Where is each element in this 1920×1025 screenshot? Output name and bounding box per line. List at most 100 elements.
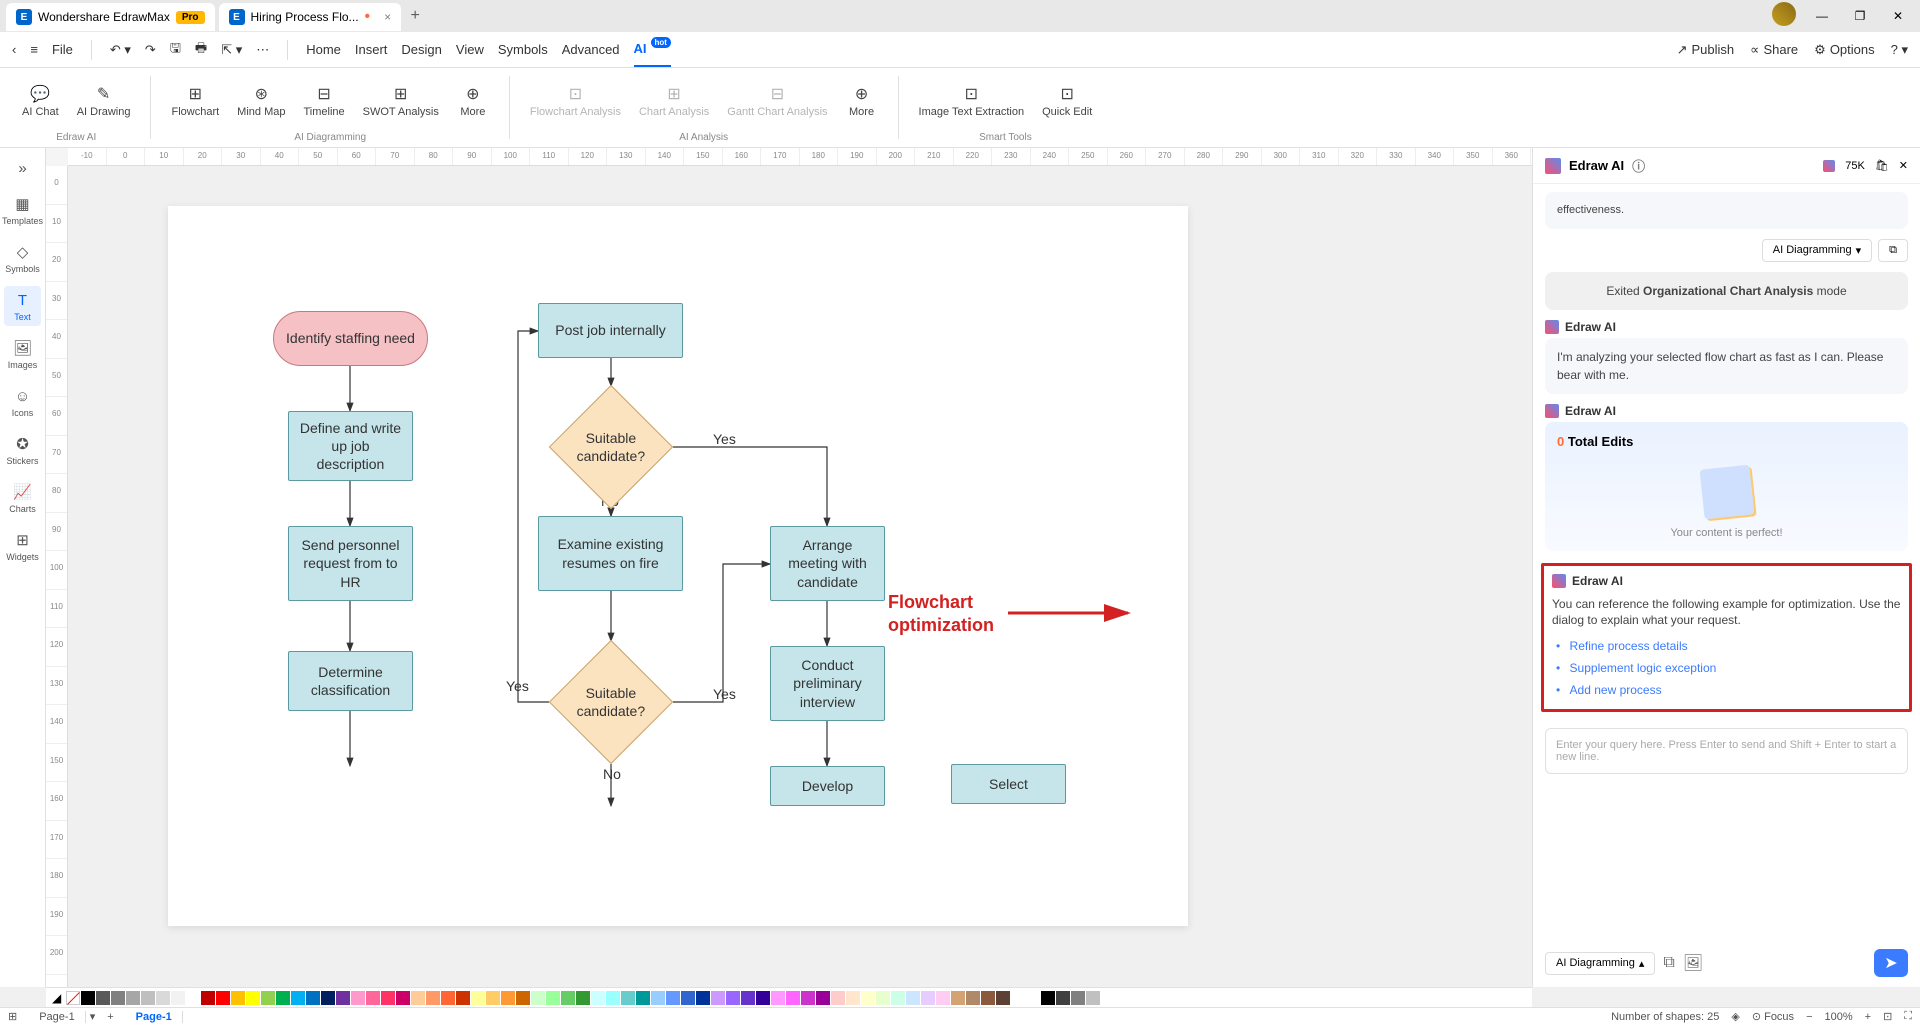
color-swatch[interactable] — [711, 991, 725, 1005]
flowchart-analysis-button[interactable]: ⊡Flowchart Analysis — [524, 72, 627, 130]
layers-icon[interactable]: ◈ — [1731, 1010, 1739, 1023]
sidebar-item-charts[interactable]: 📈Charts — [0, 478, 45, 518]
flowchart-process[interactable]: Post job internally — [538, 303, 683, 358]
color-swatch[interactable] — [771, 991, 785, 1005]
color-swatch[interactable] — [366, 991, 380, 1005]
more-analysis-button[interactable]: ⊕More — [840, 72, 884, 130]
color-swatch[interactable] — [651, 991, 665, 1005]
menu-icon[interactable]: ≡ — [30, 32, 38, 67]
flowchart-process[interactable]: Determine classification — [288, 651, 413, 711]
color-swatch[interactable] — [966, 991, 980, 1005]
color-swatch[interactable] — [576, 991, 590, 1005]
menu-insert[interactable]: Insert — [355, 32, 388, 67]
color-swatch[interactable] — [666, 991, 680, 1005]
fit-button[interactable]: ⊡ — [1883, 1010, 1892, 1023]
close-tab-icon[interactable]: × — [384, 10, 391, 24]
color-swatch[interactable] — [471, 991, 485, 1005]
color-swatch[interactable] — [591, 991, 605, 1005]
flowchart-process[interactable]: Conduct preliminary interview — [770, 646, 885, 721]
flowchart-process[interactable]: Select — [951, 764, 1066, 804]
opt-refine[interactable]: Refine process details — [1556, 635, 1901, 657]
sidebar-item-icons[interactable]: ☺Icons — [0, 382, 45, 422]
close-window-button[interactable]: ✕ — [1880, 2, 1916, 30]
page-dropdown[interactable]: ▾ — [90, 1010, 96, 1023]
opt-supplement[interactable]: Supplement logic exception — [1556, 657, 1901, 679]
flowchart-process[interactable]: Examine existing resumes on fire — [538, 516, 683, 591]
ai-chat-button[interactable]: 💬AI Chat — [16, 72, 65, 130]
color-swatch[interactable] — [381, 991, 395, 1005]
color-swatch[interactable] — [816, 991, 830, 1005]
color-swatch[interactable] — [1071, 991, 1085, 1005]
cart-icon[interactable]: 🛍 — [1875, 159, 1889, 172]
avatar[interactable] — [1772, 2, 1796, 26]
color-swatch[interactable] — [426, 991, 440, 1005]
page-tab-1[interactable]: Page-1 — [126, 1011, 183, 1023]
menu-symbols[interactable]: Symbols — [498, 32, 548, 67]
color-swatch[interactable] — [126, 991, 140, 1005]
color-swatch[interactable] — [801, 991, 815, 1005]
query-input[interactable]: Enter your query here. Press Enter to se… — [1545, 728, 1908, 774]
add-tab-button[interactable]: + — [403, 4, 427, 28]
back-button[interactable]: ‹ — [12, 32, 16, 67]
sidebar-item-widgets[interactable]: ⊞Widgets — [0, 526, 45, 566]
flowchart-decision[interactable]: Suitable candidate? — [549, 385, 673, 509]
menu-view[interactable]: View — [456, 32, 484, 67]
color-swatch[interactable] — [141, 991, 155, 1005]
more-diagramming-button[interactable]: ⊕More — [451, 72, 495, 130]
color-swatch[interactable] — [396, 991, 410, 1005]
color-swatch[interactable] — [831, 991, 845, 1005]
color-swatch[interactable] — [216, 991, 230, 1005]
color-swatch[interactable] — [1041, 991, 1055, 1005]
image-text-button[interactable]: ⊡Image Text Extraction — [913, 72, 1031, 130]
color-swatch[interactable] — [201, 991, 215, 1005]
color-swatch[interactable] — [531, 991, 545, 1005]
publish-button[interactable]: ↗ Publish — [1677, 42, 1735, 58]
send-button[interactable]: ➤ — [1874, 949, 1908, 977]
help-button[interactable]: ? ▾ — [1891, 42, 1908, 58]
page[interactable]: YesNoYesYesNo Identify staffing needDefi… — [168, 206, 1188, 926]
page-label[interactable]: Page-1 — [29, 1011, 85, 1023]
mindmap-button[interactable]: ⊛Mind Map — [231, 72, 291, 130]
color-swatch[interactable] — [456, 991, 470, 1005]
menu-ai[interactable]: AIhot — [634, 32, 671, 67]
timeline-button[interactable]: ⊟Timeline — [297, 72, 350, 130]
color-swatch[interactable] — [171, 991, 185, 1005]
sidebar-item-stickers[interactable]: ✪Stickers — [0, 430, 45, 470]
color-swatch[interactable] — [276, 991, 290, 1005]
color-swatch[interactable] — [726, 991, 740, 1005]
color-swatch[interactable] — [696, 991, 710, 1005]
color-swatch[interactable] — [546, 991, 560, 1005]
color-swatch[interactable] — [936, 991, 950, 1005]
app-tab[interactable]: E Wondershare EdrawMax Pro — [6, 3, 215, 31]
document-tab[interactable]: E Hiring Process Flo... • × — [219, 3, 402, 31]
undo-button[interactable]: ↶ ▾ — [110, 32, 131, 67]
color-swatch[interactable] — [786, 991, 800, 1005]
color-swatch[interactable] — [981, 991, 995, 1005]
ai-diagramming-button[interactable]: AI Diagramming ▾ — [1762, 239, 1872, 262]
color-swatch[interactable] — [351, 991, 365, 1005]
color-swatch[interactable] — [1026, 991, 1040, 1005]
close-panel-button[interactable]: ✕ — [1899, 159, 1908, 172]
color-swatch[interactable] — [756, 991, 770, 1005]
color-swatch[interactable] — [306, 991, 320, 1005]
color-swatch[interactable] — [921, 991, 935, 1005]
sidebar-item-symbols[interactable]: ◇Symbols — [0, 238, 45, 278]
color-swatch[interactable] — [846, 991, 860, 1005]
canvas[interactable]: YesNoYesYesNo Identify staffing needDefi… — [68, 166, 1532, 987]
image-icon[interactable]: 🖼 — [1683, 953, 1703, 973]
flowchart-process[interactable]: Send personnel request from to HR — [288, 526, 413, 601]
color-swatch[interactable] — [81, 991, 95, 1005]
color-swatch[interactable] — [906, 991, 920, 1005]
save-button[interactable]: 🖫 — [170, 32, 181, 67]
flowchart-decision[interactable]: Suitable candidate? — [549, 640, 673, 764]
file-menu[interactable]: File — [52, 32, 73, 67]
color-swatch[interactable] — [516, 991, 530, 1005]
options-button[interactable]: ⚙ Options — [1814, 42, 1874, 58]
sidebar-item-images[interactable]: 🖼Images — [0, 334, 45, 374]
color-swatch[interactable] — [741, 991, 755, 1005]
color-swatch[interactable] — [1056, 991, 1070, 1005]
flowchart-process[interactable]: Arrange meeting with candidate — [770, 526, 885, 601]
color-swatch[interactable] — [621, 991, 635, 1005]
grid-icon[interactable]: ⊞ — [8, 1010, 17, 1023]
flowchart-terminator[interactable]: Identify staffing need — [273, 311, 428, 366]
